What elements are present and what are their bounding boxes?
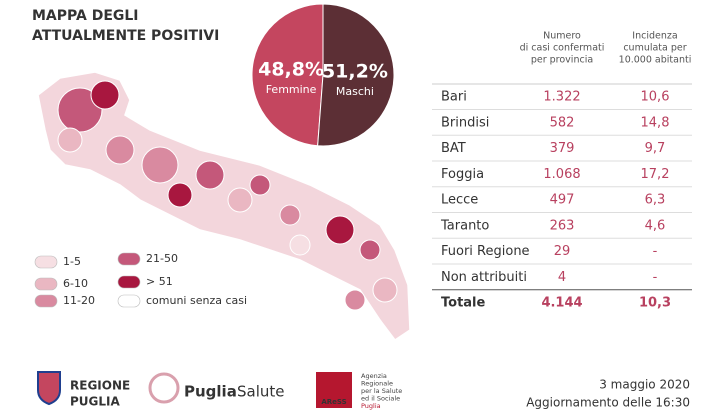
map-area — [325, 215, 355, 245]
logo-text: PUGLIA — [70, 395, 121, 409]
map-outline — [37, 71, 411, 342]
cell: 1.068 — [543, 167, 580, 182]
logo-text: REGIONE — [70, 379, 130, 393]
map-area — [344, 289, 366, 311]
map-area — [249, 174, 271, 196]
cell: - — [653, 270, 658, 285]
map-area — [105, 135, 135, 165]
logo-text: Regionale — [361, 380, 393, 388]
region-map — [37, 71, 411, 342]
cell: 6,3 — [645, 193, 666, 208]
legend: 1-5 6-10 11-20 21-50 > 51 comuni senza casi — [34, 252, 247, 308]
pie-chart: 48,8% Femmine 51,2% Maschi — [251, 3, 395, 147]
column-header: per provincia — [531, 55, 593, 66]
column-header: cumulata per — [623, 43, 686, 54]
row-label: Taranto — [440, 218, 489, 233]
row-label: Brindisi — [441, 115, 489, 130]
logo-text: AReSS — [321, 398, 346, 406]
map-area — [57, 87, 103, 133]
column-header: di casi confermati — [520, 43, 605, 54]
legend-label: 6-10 — [63, 277, 88, 290]
update-time: Aggiornamento delle 16:30 — [526, 396, 690, 410]
total-label: Totale — [441, 296, 486, 311]
legend-swatch — [34, 294, 58, 308]
legend-swatch — [34, 277, 58, 291]
row-label: Non attribuiti — [441, 270, 527, 285]
logo-text: Agenzia — [361, 372, 387, 380]
legend-label: > 51 — [146, 275, 173, 288]
cell: 497 — [550, 193, 575, 208]
legend-label: 1-5 — [63, 255, 81, 268]
cell: 9,7 — [645, 141, 666, 156]
map-area — [279, 204, 301, 226]
column-header: Incidenza — [632, 31, 677, 42]
legend-label: 11-20 — [63, 294, 95, 307]
date: 3 maggio 2020 — [599, 378, 690, 392]
row-label: Fuori Regione — [441, 244, 530, 259]
regione-emblem — [37, 371, 61, 406]
cell: 10,6 — [641, 90, 670, 105]
cell: 263 — [550, 218, 575, 233]
map-area — [372, 277, 398, 303]
total-cell: 10,3 — [639, 296, 671, 311]
column-header: Numero — [543, 31, 581, 42]
row-label: BAT — [441, 141, 466, 156]
legend-label: comuni senza casi — [146, 294, 247, 307]
logo-text: Puglia — [184, 383, 237, 401]
logo-text: Puglia — [361, 402, 381, 410]
pie-value-label: 51,2% — [322, 61, 388, 83]
cell: 14,8 — [641, 115, 670, 130]
cell: 4,6 — [645, 218, 666, 233]
map-area — [359, 239, 381, 261]
puglia-salute-icon — [148, 372, 180, 404]
title-line: MAPPA DEGLI — [32, 8, 139, 24]
pie-slice — [317, 3, 395, 147]
legend-label: 21-50 — [146, 252, 178, 265]
title-line: ATTUALMENTE POSITIVI — [32, 28, 219, 44]
row-label: Lecce — [441, 193, 478, 208]
map-area — [289, 234, 311, 256]
legend-swatch — [34, 255, 58, 269]
aress-logo — [316, 372, 352, 408]
cell: 379 — [550, 141, 575, 156]
logo-text: per la Salute — [361, 387, 402, 395]
map-area — [227, 187, 253, 213]
cell: 17,2 — [641, 167, 670, 182]
pie-category-label: Femmine — [266, 83, 317, 96]
logo-text: ed il Sociale — [361, 395, 400, 403]
cell: 29 — [554, 244, 571, 259]
cell: 1.322 — [543, 90, 580, 105]
map-area — [195, 160, 225, 190]
row-label: Foggia — [441, 167, 484, 182]
pie-category-label: Maschi — [336, 85, 374, 98]
cell: 4 — [558, 270, 566, 285]
pie-value-label: 48,8% — [258, 58, 324, 80]
map-area — [141, 146, 179, 184]
cell: - — [653, 244, 658, 259]
map-area — [167, 182, 193, 208]
row-label: Bari — [441, 90, 467, 105]
pie-slice — [251, 3, 324, 147]
legend-swatch — [117, 252, 141, 266]
footer: REGIONE PUGLIA Puglia Salute AReSS Agenz… — [37, 371, 690, 410]
legend-swatch — [117, 275, 141, 289]
total-cell: 4.144 — [541, 296, 582, 311]
map-area — [57, 127, 83, 153]
map-area — [90, 80, 120, 110]
cell: 582 — [550, 115, 575, 130]
logo-text: Salute — [237, 383, 285, 401]
column-header: 10.000 abitanti — [619, 55, 692, 66]
legend-swatch — [117, 294, 141, 308]
